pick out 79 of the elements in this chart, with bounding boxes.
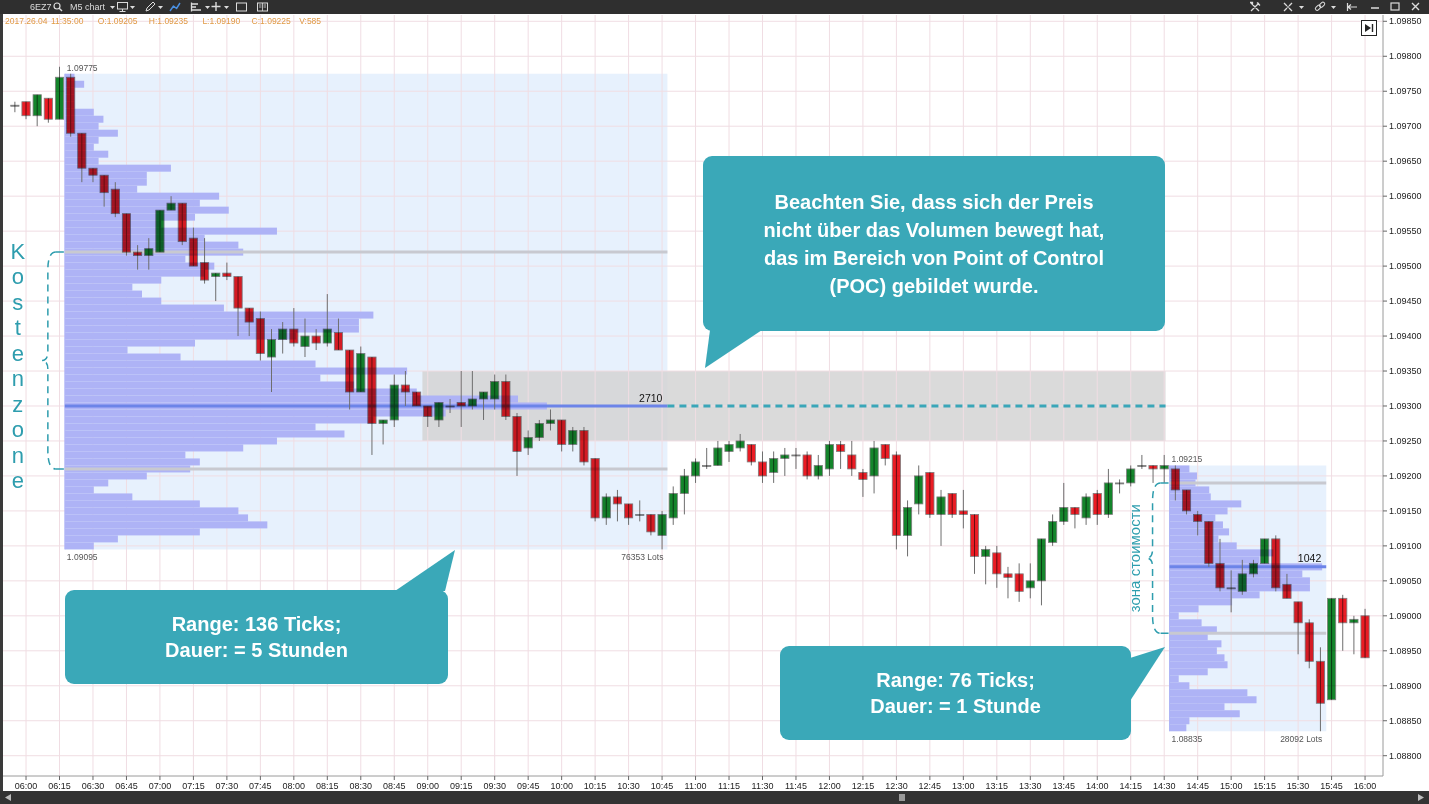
- y-tick-label: 1.09750: [1389, 86, 1422, 97]
- x-tick-label: 13:00: [952, 781, 975, 791]
- y-tick-label: 1.08900: [1389, 680, 1422, 691]
- x-tick-label: 11:00: [684, 781, 707, 791]
- y-tick-label: 1.08950: [1389, 645, 1422, 656]
- annotation: 1.09095: [66, 552, 98, 563]
- y-tick-label: 1.09550: [1389, 226, 1422, 237]
- x-tick-label: 14:15: [1119, 781, 1142, 791]
- y-tick-label: 1.08800: [1389, 750, 1422, 761]
- x-tick-label: 09:30: [483, 781, 506, 791]
- x-tick-label: 11:45: [785, 781, 807, 791]
- x-tick-label: 09:15: [449, 781, 473, 791]
- x-tick-label: 11:30: [751, 781, 774, 791]
- y-tick-label: 1.09150: [1389, 505, 1422, 516]
- annotation: 76353 Lots: [621, 552, 664, 563]
- x-tick-label: 10:45: [650, 781, 674, 791]
- x-tick-label: 09:00: [416, 781, 439, 791]
- annotation: 1.08835: [1171, 734, 1203, 745]
- x-tick-label: 14:30: [1152, 781, 1176, 791]
- x-tick-label: 13:30: [1019, 781, 1042, 791]
- x-tick-label: 12:30: [885, 781, 908, 791]
- text: 6EZ7: [30, 2, 52, 12]
- annotation: 28092 Lots: [1280, 734, 1323, 745]
- y-tick-label: 1.09500: [1389, 261, 1422, 272]
- x-tick-label: 06:45: [115, 781, 138, 791]
- y-tick-label: 1.09650: [1389, 156, 1422, 167]
- y-tick-label: 1.09050: [1389, 575, 1422, 586]
- y-tick-label: 1.09350: [1389, 366, 1422, 377]
- y-tick-label: 1.09700: [1389, 121, 1422, 132]
- y-tick-label: 1.09300: [1389, 400, 1422, 411]
- y-tick-label: 1.08850: [1389, 715, 1422, 726]
- x-tick-label: 06:15: [48, 781, 71, 791]
- annotation: 1042: [1297, 551, 1322, 564]
- y-tick-label: 1.09800: [1389, 51, 1422, 62]
- y-tick-label: 1.09100: [1389, 540, 1422, 551]
- x-tick-label: 14:45: [1186, 781, 1209, 791]
- x-tick-label: 12:15: [851, 781, 875, 791]
- x-tick-label: 08:30: [349, 781, 373, 791]
- x-tick-label: 12:45: [918, 781, 942, 791]
- y-tick-label: 1.09400: [1389, 331, 1422, 342]
- x-tick-label: 16:00: [1353, 781, 1377, 791]
- y-tick-label: 1.09000: [1389, 610, 1422, 621]
- annotation: Range: 76 Ticks; Dauer: = 1 Stunde: [870, 669, 1041, 717]
- annotation: 1.09775: [66, 62, 98, 73]
- x-tick-label: 08:00: [282, 781, 306, 791]
- y-tick-label: 1.09600: [1389, 191, 1422, 202]
- x-tick-label: 12:00: [818, 781, 841, 791]
- x-tick-label: 09:45: [516, 781, 540, 791]
- x-tick-label: 07:15: [182, 781, 205, 791]
- text: M5 chart: [70, 2, 106, 12]
- annotation: 2710: [639, 391, 663, 404]
- x-tick-label: 07:30: [215, 781, 239, 791]
- annotation: Range: 136 Ticks; Dauer: = 5 Stunden: [165, 613, 348, 661]
- x-tick-label: 06:30: [81, 781, 105, 791]
- text: 2017.26.04 11:35:00 O:1.09205 H:1.09235 L:1.09190 C:1.09225 V:585: [5, 16, 322, 26]
- x-tick-label: 15:00: [1219, 781, 1243, 791]
- x-tick-label: 10:00: [550, 781, 573, 791]
- x-tick-label: 08:45: [383, 781, 406, 791]
- annotation: зона стоимости: [1126, 504, 1144, 613]
- y-tick-label: 1.09850: [1389, 16, 1422, 27]
- x-tick-label: 13:45: [1052, 781, 1076, 791]
- x-tick-label: 14:00: [1085, 781, 1109, 791]
- x-tick-label: 10:15: [583, 781, 607, 791]
- x-tick-label: 15:45: [1320, 781, 1343, 791]
- annotation: Beachten Sie, dass sich der Preis nicht über das Volumen bewegt hat, das im Bereich von Point of Control (POC) gebildet wurde.: [763, 190, 1105, 297]
- x-tick-label: 07:00: [148, 781, 172, 791]
- y-tick-label: 1.09200: [1389, 470, 1422, 481]
- x-tick-label: 13:15: [985, 781, 1009, 791]
- x-tick-label: 10:30: [617, 781, 640, 791]
- x-tick-label: 15:15: [1253, 781, 1276, 791]
- x-tick-label: 08:15: [316, 781, 339, 791]
- annotation: 1.09215: [1171, 454, 1203, 465]
- y-tick-label: 1.09450: [1389, 296, 1422, 307]
- x-tick-label: 15:30: [1286, 781, 1310, 791]
- x-tick-label: 06:00: [14, 781, 38, 791]
- x-tick-label: 11:15: [718, 781, 740, 791]
- x-tick-label: 07:45: [249, 781, 272, 791]
- y-tick-label: 1.09250: [1389, 435, 1422, 446]
- text: Kostenzone: [10, 238, 26, 494]
